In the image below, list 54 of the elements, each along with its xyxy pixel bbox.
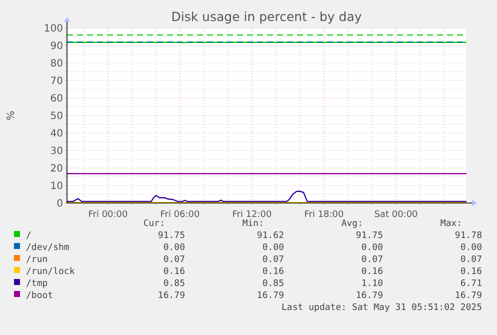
text: 16.79 xyxy=(158,291,185,301)
text: Max: xyxy=(440,219,462,229)
legend-label: /run/lock xyxy=(26,267,76,277)
text: Cur: xyxy=(143,219,165,229)
y-tick-label: 90 xyxy=(50,41,63,52)
legend-label: /tmp xyxy=(26,279,48,289)
y-tick-label: 30 xyxy=(50,146,63,157)
text: 91.78 xyxy=(454,231,482,241)
text: 16.79 xyxy=(256,291,284,301)
y-tick-label: 80 xyxy=(50,58,63,70)
y-tick-label: 10 xyxy=(50,181,63,192)
text: Last update: Sat May 31 05:51:02 2025 xyxy=(282,303,482,313)
text: 0.00 xyxy=(460,243,482,253)
y-axis-title: % xyxy=(6,110,17,120)
text: 0.07 xyxy=(460,255,482,265)
text: 0.16 xyxy=(163,267,185,277)
x-tick-label: Fri 12:00 xyxy=(232,210,272,220)
legend-label: /dev/shm xyxy=(26,243,70,253)
text: 6.71 xyxy=(460,279,482,289)
text: 0.00 xyxy=(262,243,284,253)
text: 0.85 xyxy=(163,279,185,289)
legend-label: /run xyxy=(26,255,48,265)
text: 0.00 xyxy=(163,243,185,253)
chart-title: Disk usage in percent - by day xyxy=(171,9,362,24)
y-tick-label: 60 xyxy=(50,94,63,104)
y-tick-label: 20 xyxy=(50,164,63,174)
text: 91.75 xyxy=(356,231,383,241)
text: 91.62 xyxy=(256,231,284,241)
y-tick-label: 70 xyxy=(50,76,63,87)
text: Avg: xyxy=(341,219,363,229)
text: 16.79 xyxy=(356,291,383,301)
line-series xyxy=(66,190,467,202)
text: 91.75 xyxy=(158,231,185,241)
text: Min: xyxy=(242,219,264,229)
text: 0.07 xyxy=(361,255,383,265)
text: 16.79 xyxy=(454,291,482,301)
text: 0.85 xyxy=(262,279,284,289)
x-tick-label: Fri 18:00 xyxy=(304,210,344,220)
text: 1.10 xyxy=(361,279,383,289)
x-tick-label: Fri 06:00 xyxy=(160,210,200,220)
y-tick-label: 40 xyxy=(50,128,63,140)
x-tick-label: Fri 00:00 xyxy=(88,210,128,220)
text: 0.16 xyxy=(361,267,383,277)
y-tick-label: 100 xyxy=(44,24,63,34)
text: 0.07 xyxy=(163,255,185,265)
text: 0.16 xyxy=(262,267,284,277)
legend-label: /boot xyxy=(26,291,54,301)
y-tick-label: 0 xyxy=(56,198,63,210)
y-tick-label: 50 xyxy=(50,111,63,122)
text: 0.00 xyxy=(361,243,383,253)
x-tick-label: Sat 00:00 xyxy=(374,210,418,220)
text: 0.07 xyxy=(262,255,284,265)
legend-label: / xyxy=(26,231,32,241)
text: 0.16 xyxy=(460,267,482,277)
